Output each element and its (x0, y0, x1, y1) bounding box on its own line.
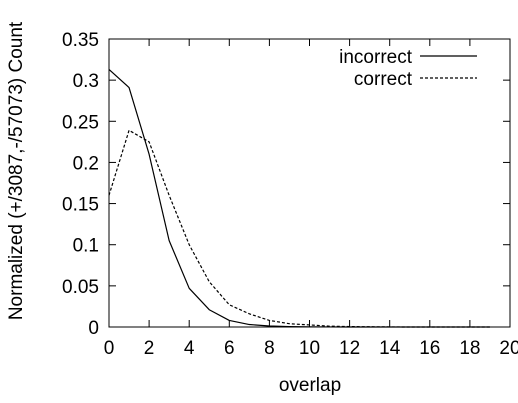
x-tick-label: 16 (419, 338, 440, 359)
x-tick-label: 4 (184, 338, 195, 359)
y-tick-label: 0 (88, 318, 99, 339)
series-line-correct (108, 129, 490, 328)
y-axis-title: Normalized (+/3087,-/57073) Count (6, 21, 27, 320)
y-tick-label: 0.35 (62, 30, 99, 51)
y-tick-label: 0.25 (62, 112, 99, 133)
x-tick-label: 18 (459, 338, 480, 359)
y-tick-label: 0.1 (73, 236, 99, 257)
y-tick-label: 0.15 (62, 195, 99, 216)
legend-label-correct: correct (354, 69, 413, 90)
legend-label-incorrect: incorrect (339, 47, 413, 68)
plot-area (108, 38, 511, 328)
x-tick-label: 2 (144, 338, 155, 359)
x-tick-label: 8 (264, 338, 275, 359)
series-lines (108, 69, 490, 328)
x-tick-label: 12 (339, 338, 360, 359)
x-axis-title: overlap (279, 375, 341, 396)
plot-frame (108, 38, 511, 328)
x-tick-label: 6 (224, 338, 235, 359)
series-line-incorrect (108, 69, 490, 328)
y-tick-label: 0.3 (73, 71, 99, 92)
x-tick-label: 0 (104, 338, 115, 359)
y-tick-label: 0.2 (73, 153, 99, 174)
x-tick-label: 20 (499, 338, 518, 359)
x-tick-label: 10 (299, 338, 320, 359)
axis-ticks: 0 2 4 6 8 10 12 14 16 18 20 0 0.05 0.1 0.15 0.2 0.25 0.3 0… (62, 30, 518, 359)
y-tick-label: 0.05 (62, 277, 99, 298)
x-tick-label: 14 (379, 338, 401, 359)
